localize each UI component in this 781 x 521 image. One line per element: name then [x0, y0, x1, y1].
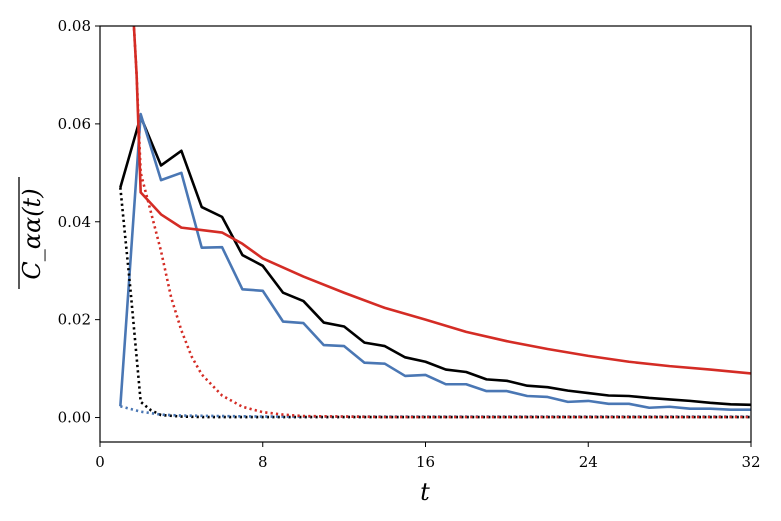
y-tick-label: 0.02 [58, 311, 91, 329]
x-tick-label: 16 [416, 453, 435, 471]
x-axis: 0 8 16 24 32 [95, 442, 761, 471]
series-line-4-dotted [119, 187, 751, 419]
series-line-2-solid [119, 112, 751, 411]
x-tick-label: 32 [741, 453, 760, 471]
x-tick-label: 8 [258, 453, 268, 471]
x-tick-label: 24 [579, 453, 598, 471]
y-tick-label: 0.00 [58, 409, 91, 427]
series-layer [119, 26, 751, 419]
y-tick-label: 0.06 [58, 115, 91, 133]
y-tick-label: 0.08 [58, 17, 91, 35]
y-axis-label-text: C_αα(t) [18, 188, 46, 279]
y-tick-label: 0.04 [58, 213, 91, 231]
series-line-3-solid [132, 26, 751, 375]
x-axis-label: t [420, 478, 430, 506]
y-axis: 0.00 0.02 0.04 0.06 0.08 [58, 17, 100, 427]
x-tick-label: 0 [95, 453, 105, 471]
series-line-1-solid [119, 115, 751, 407]
series-line-6-dotted [132, 26, 751, 419]
y-axis-label: C_αα(t) [18, 177, 46, 289]
